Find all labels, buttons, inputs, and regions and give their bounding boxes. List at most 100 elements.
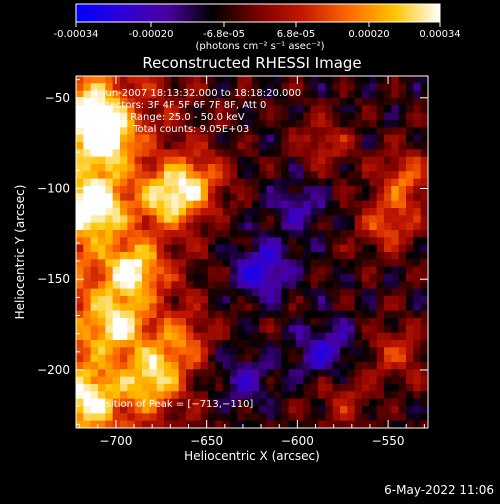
heatmap-cell xyxy=(288,325,297,334)
heatmap-cell xyxy=(237,252,246,260)
heatmap-cell xyxy=(134,384,143,392)
heatmap-cell xyxy=(120,310,128,319)
heatmap-cell xyxy=(406,266,414,275)
heatmap-cell xyxy=(127,98,136,106)
heatmap-cell xyxy=(98,149,106,158)
heatmap-cell xyxy=(149,83,158,92)
heatmap-cell xyxy=(266,252,275,260)
heatmap-cell xyxy=(134,186,143,194)
heatmap-cell xyxy=(208,398,216,407)
heatmap-cell xyxy=(164,186,172,194)
heatmap-cell xyxy=(252,98,260,106)
heatmap-cell xyxy=(244,266,253,275)
heatmap-cell xyxy=(318,325,326,334)
heatmap-cell xyxy=(90,318,99,326)
heatmap-cell xyxy=(83,98,92,106)
heatmap-cell xyxy=(105,332,114,341)
heatmap-cell xyxy=(200,376,209,385)
heatmap-cell xyxy=(215,376,224,385)
heatmap-cell xyxy=(120,178,128,187)
heatmap-cell xyxy=(178,420,187,428)
heatmap-cell xyxy=(215,369,224,378)
heatmap-cell xyxy=(340,318,348,326)
heatmap-cell xyxy=(266,384,275,392)
heatmap-cell xyxy=(296,384,304,392)
heatmap-cell xyxy=(274,112,282,121)
heatmap-cell xyxy=(193,156,202,165)
heatmap-cell xyxy=(420,281,428,290)
heatmap-cell xyxy=(222,420,231,428)
heatmap-cell xyxy=(296,332,304,341)
heatmap-cell xyxy=(208,193,216,202)
heatmap-cell xyxy=(237,237,246,246)
heatmap-cell xyxy=(259,384,268,392)
heatmap-cell xyxy=(252,384,260,392)
heatmap-cell xyxy=(120,413,128,422)
heatmap-cell xyxy=(244,398,253,407)
heatmap-cell xyxy=(105,369,114,378)
heatmap-cell xyxy=(362,90,370,99)
heatmap-cell xyxy=(332,398,341,407)
heatmap-cell xyxy=(266,398,275,407)
heatmap-cell xyxy=(105,376,114,385)
heatmap-cell xyxy=(340,98,348,106)
heatmap-cell xyxy=(274,332,282,341)
heatmap-cell xyxy=(215,200,224,209)
heatmap-cell xyxy=(142,340,150,348)
heatmap-cell xyxy=(259,281,268,290)
heatmap-cell xyxy=(398,310,407,319)
heatmap-cell xyxy=(105,340,114,348)
heatmap-cell xyxy=(237,281,246,290)
heatmap-cell xyxy=(369,259,378,268)
heatmap-cell xyxy=(105,391,114,400)
heatmap-cell xyxy=(164,208,172,216)
heatmap-cell xyxy=(156,391,165,400)
heatmap-cell xyxy=(413,222,422,231)
heatmap-cell xyxy=(193,310,202,319)
heatmap-cell xyxy=(208,274,216,282)
heatmap-cell xyxy=(310,222,319,231)
heatmap-cell xyxy=(384,340,392,348)
heatmap-cell xyxy=(178,230,187,238)
heatmap-cell xyxy=(354,354,363,363)
heatmap-cell xyxy=(369,83,378,92)
heatmap-cell xyxy=(156,164,165,172)
heatmap-cell xyxy=(318,274,326,282)
heatmap-cell xyxy=(76,398,84,407)
heatmap-cell xyxy=(384,200,392,209)
heatmap-cell xyxy=(354,391,363,400)
heatmap-cell xyxy=(222,200,231,209)
heatmap-cell xyxy=(281,142,290,150)
heatmap-cell xyxy=(288,376,297,385)
heatmap-cell xyxy=(347,222,356,231)
heatmap-cell xyxy=(112,332,121,341)
heatmap-cell xyxy=(149,252,158,260)
heatmap-cell xyxy=(200,215,209,224)
heatmap-cell xyxy=(274,274,282,282)
heatmap-cell xyxy=(76,83,84,92)
heatmap-cell xyxy=(376,347,385,356)
heatmap-cell xyxy=(230,215,238,224)
heatmap-cell xyxy=(281,288,290,297)
annotation-total-counts: Clean Total counts: 9.05E+03 xyxy=(92,124,249,135)
heatmap-cell xyxy=(340,76,348,84)
heatmap-cell xyxy=(332,266,341,275)
heatmap-cell xyxy=(164,376,172,385)
heatmap-cell xyxy=(105,318,114,326)
heatmap-cell xyxy=(186,391,194,400)
heatmap-cell xyxy=(266,420,275,428)
heatmap-cell xyxy=(376,274,385,282)
heatmap-cell xyxy=(186,222,194,231)
heatmap-cell xyxy=(83,288,92,297)
heatmap-cell xyxy=(171,90,180,99)
heatmap-cell xyxy=(325,413,334,422)
heatmap-cell xyxy=(406,362,414,370)
heatmap-cell xyxy=(376,105,385,114)
heatmap-cell xyxy=(156,230,165,238)
heatmap-cell xyxy=(222,178,231,187)
heatmap-cell xyxy=(164,142,172,150)
heatmap-cell xyxy=(164,310,172,319)
heatmap-cell xyxy=(112,252,121,260)
heatmap-cell xyxy=(354,237,363,246)
heatmap-cell xyxy=(76,142,84,150)
